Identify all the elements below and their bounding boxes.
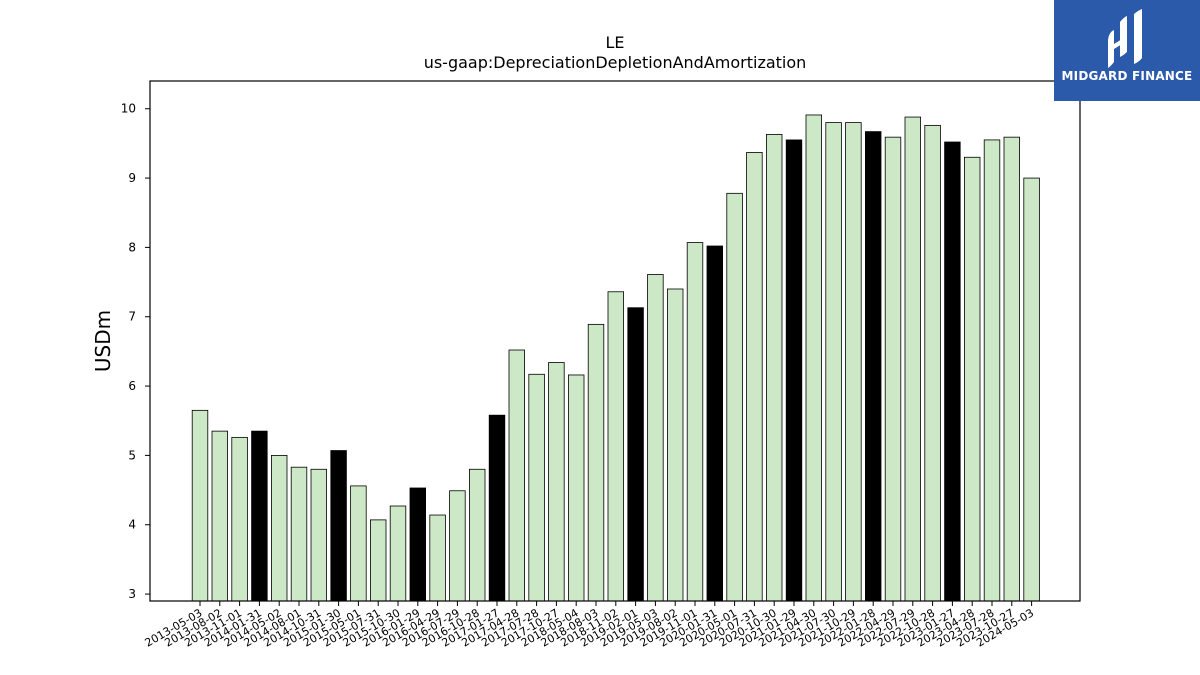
bar-2017-10-27: [548, 362, 565, 602]
y-tick-label: 10: [121, 102, 136, 116]
bar-2017-04-28: [508, 349, 526, 602]
bar-2020-10-30: [766, 133, 783, 602]
y-tick-label: 7: [128, 310, 136, 324]
y-tick-label: 9: [128, 171, 136, 185]
bar-2013-08-02: [211, 430, 229, 602]
company-logo: MIDGARD FINANCE: [1054, 0, 1200, 101]
bar-2021-07-30: [825, 122, 842, 602]
bar-2016-07-29: [449, 490, 466, 602]
bar-2021-04-30: [805, 114, 823, 602]
y-tick-label: 8: [128, 240, 136, 254]
bar-2014-10-31: [310, 468, 328, 602]
y-axis-label: USDm: [91, 310, 115, 372]
y-tick-label: 5: [128, 448, 136, 462]
bar-2016-01-29: [409, 487, 427, 602]
y-axis-ticks: 3 4 5 6 7 8 9 10: [121, 102, 150, 601]
bar-2024-05-03: [1023, 177, 1040, 602]
bar-2016-04-29: [429, 514, 446, 602]
bar-2023-07-28: [983, 139, 1001, 602]
bar-2020-07-31: [746, 152, 763, 602]
bar-2017-07-28: [528, 373, 545, 602]
bar-2013-11-01: [231, 436, 248, 602]
bar-2018-05-04: [568, 374, 585, 602]
bar-2022-07-29: [904, 116, 922, 602]
y-tick-label: 3: [128, 587, 136, 601]
bar-2015-05-01: [350, 485, 367, 602]
bar-2019-02-01: [627, 307, 644, 602]
bar-2018-11-02: [607, 291, 625, 602]
bar-2020-05-01: [726, 192, 743, 602]
bar-2023-04-28: [964, 156, 981, 602]
bar-2019-08-02: [667, 288, 684, 602]
chart-subtitle: us-gaap:DepreciationDepletionAndAmortiza…: [424, 53, 807, 72]
bar-2022-04-29: [884, 136, 902, 602]
bar-2016-10-28: [468, 468, 486, 602]
bar-2022-01-28: [865, 131, 882, 602]
plot-frame: [149, 80, 1081, 602]
bar-2014-01-31: [251, 430, 268, 602]
bars-group: [191, 114, 1040, 602]
chart-title: LE: [605, 33, 624, 52]
bar-2013-05-03: [191, 409, 209, 602]
bar-2021-10-29: [845, 122, 862, 602]
bar-2014-08-01: [290, 466, 308, 602]
bar-2018-08-03: [587, 323, 605, 602]
bar-2020-01-31: [706, 245, 724, 602]
bar-2023-01-27: [944, 141, 961, 602]
bar-2023-10-27: [1003, 136, 1021, 602]
bar-2019-05-03: [647, 274, 664, 602]
bar-2015-10-30: [389, 505, 407, 602]
bar-2022-10-28: [924, 124, 941, 602]
bar-2015-07-31: [369, 519, 387, 602]
bar-2021-01-29: [785, 139, 803, 602]
y-tick-label: 6: [128, 379, 136, 393]
bar-2019-11-01: [686, 242, 704, 602]
bar-2015-01-30: [330, 450, 347, 602]
logo-text: MIDGARD FINANCE: [1061, 69, 1193, 83]
y-tick-label: 4: [128, 518, 136, 532]
bar-2017-01-27: [488, 414, 506, 602]
x-axis-ticks: 2013-05-032013-08-022013-11-012014-01-31…: [143, 601, 1036, 650]
bar-2014-05-02: [270, 454, 288, 602]
logo-mark-icon: [1108, 9, 1142, 68]
